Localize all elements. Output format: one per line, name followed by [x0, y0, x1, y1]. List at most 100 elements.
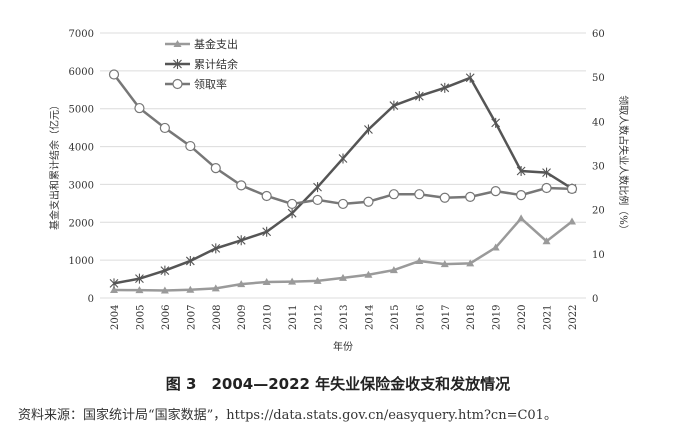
data-point-2 [236, 180, 247, 191]
data-point-1 [185, 255, 195, 266]
data-point-1 [516, 166, 526, 177]
x-tick-label: 2015 [390, 305, 401, 330]
y2-tick-label: 0 [592, 294, 598, 305]
data-point-0 [389, 266, 398, 274]
data-point-2 [541, 182, 552, 194]
y2-axis-title: 领取人数占失业人数比例（%） [617, 95, 630, 235]
data-point-0 [517, 214, 526, 222]
x-tick-label: 2013 [339, 305, 350, 330]
y2-tick-label: 30 [592, 162, 605, 173]
data-point-1 [414, 91, 424, 102]
x-tick-label: 2020 [517, 305, 528, 330]
data-point-0 [466, 259, 475, 267]
data-point-2 [134, 102, 145, 114]
legend-label-1: 累计结余 [194, 57, 238, 71]
x-tick-label: 2017 [441, 305, 452, 330]
y2-tick-label: 60 [592, 29, 605, 40]
y2-tick-label: 10 [592, 250, 605, 261]
data-point-0 [262, 277, 271, 285]
y-tick-label: 7000 [69, 29, 94, 40]
y-tick-label: 4000 [69, 143, 94, 154]
x-tick-label: 2022 [568, 305, 579, 330]
legend-label-0: 基金支出 [194, 37, 238, 51]
data-point-1 [389, 100, 399, 111]
data-point-1 [236, 235, 246, 246]
y-tick-label: 2000 [69, 218, 94, 229]
data-point-1 [338, 153, 348, 164]
data-point-1 [491, 117, 501, 128]
x-tick-label: 2016 [415, 305, 426, 330]
x-tick-label: 2018 [466, 305, 477, 330]
data-point-2 [312, 194, 323, 206]
legend-marker-1 [173, 59, 182, 69]
legend-marker-0 [173, 40, 182, 47]
y2-tick-label: 20 [592, 206, 605, 217]
y2-tick-label: 40 [592, 117, 605, 128]
x-tick-label: 2007 [186, 305, 197, 330]
x-tick-label: 2004 [110, 305, 121, 330]
data-point-1 [364, 124, 373, 135]
x-tick-label: 2010 [263, 305, 274, 330]
legend-marker-2 [172, 78, 183, 90]
data-point-2 [287, 198, 298, 210]
y-axis-title: 基金支出和累计结余（亿元） [48, 100, 61, 230]
data-point-0 [110, 286, 118, 294]
data-point-0 [542, 237, 551, 245]
x-axis-title: 年份 [333, 340, 353, 353]
data-point-0 [160, 286, 169, 294]
data-point-2 [363, 196, 374, 207]
data-point-1 [135, 273, 144, 284]
data-point-0 [491, 243, 500, 251]
x-tick-label: 2011 [288, 305, 299, 330]
data-point-2 [490, 186, 501, 197]
data-point-2 [388, 189, 399, 200]
data-point-1 [313, 182, 322, 193]
y-tick-label: 0 [88, 294, 94, 305]
data-point-1 [211, 243, 221, 254]
data-point-0 [211, 284, 220, 292]
y-tick-label: 1000 [69, 256, 94, 267]
data-point-0 [313, 276, 322, 284]
chart: 0 1000 2000 3000 4000 5000 6000 7000 0 10 20 30 40 50… [48, 29, 630, 353]
data-point-0 [186, 285, 195, 293]
data-point-2 [414, 189, 425, 200]
data-point-2 [210, 163, 221, 174]
data-point-0 [415, 257, 424, 265]
x-tick-label: 2019 [492, 305, 503, 330]
x-tick-label: 2021 [543, 305, 554, 330]
data-point-1 [542, 167, 551, 178]
data-point-0 [339, 273, 347, 281]
data-point-2 [261, 190, 272, 202]
data-point-2 [439, 192, 450, 203]
data-point-2 [465, 191, 476, 202]
source-note: 资料来源：国家统计局“国家数据”，https://data.stats.gov.… [18, 408, 557, 423]
x-tick-label: 2009 [237, 305, 248, 330]
data-point-1 [160, 265, 170, 276]
x-tick-label: 2005 [135, 305, 146, 330]
x-tick-label: 2006 [161, 305, 172, 330]
data-point-1 [287, 208, 297, 219]
data-point-0 [364, 270, 373, 278]
data-point-0 [440, 260, 449, 268]
y-tick-label: 6000 [69, 67, 94, 78]
x-tick-label: 2008 [212, 305, 223, 330]
y-tick-label: 3000 [69, 180, 94, 191]
data-point-2 [337, 198, 349, 210]
x-tick-label: 2014 [364, 305, 375, 330]
x-tick-label: 2012 [314, 305, 325, 330]
data-point-1 [465, 72, 475, 83]
legend-label-2: 领取率 [194, 77, 227, 91]
data-point-0 [237, 280, 246, 288]
data-point-2 [566, 183, 578, 195]
data-point-1 [109, 278, 119, 289]
y-tick-label: 5000 [69, 105, 94, 116]
data-point-0 [135, 286, 144, 294]
data-point-2 [185, 140, 196, 152]
data-point-0 [568, 217, 576, 225]
data-point-1 [440, 82, 450, 93]
y2-tick-label: 50 [592, 73, 605, 84]
data-point-2 [516, 189, 527, 201]
figure-caption: 图 3 2004—2022 年失业保险金收支和发放情况 [165, 375, 511, 393]
data-point-0 [288, 277, 297, 285]
data-point-1 [262, 226, 272, 237]
